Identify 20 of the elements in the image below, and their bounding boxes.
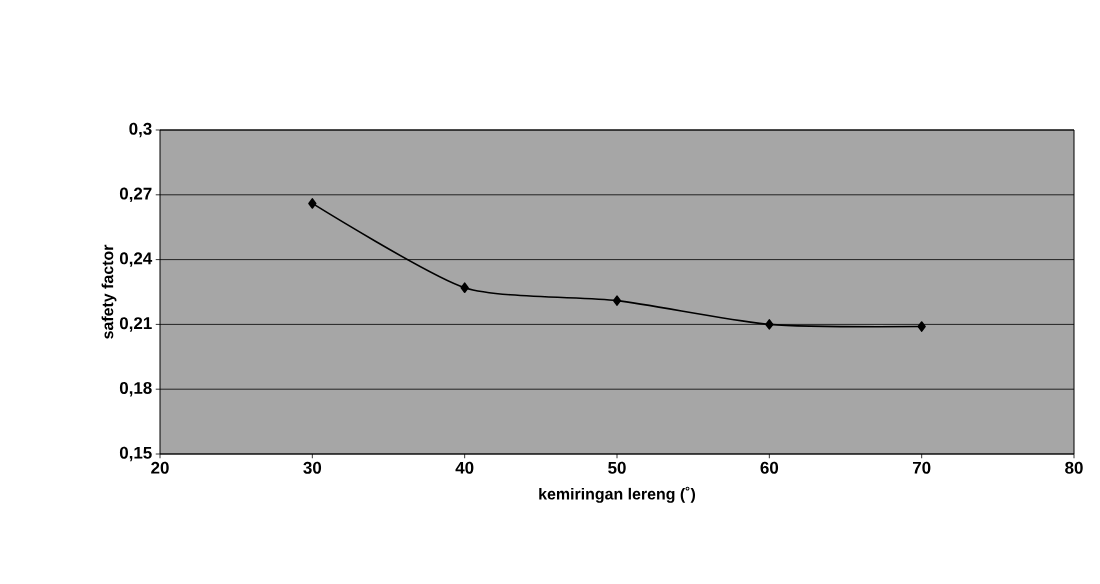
x-tick-label: 80 [1065, 461, 1083, 474]
y-tick-label: 0,15 [119, 446, 152, 462]
y-axis-title: safety factor [101, 244, 117, 339]
point [460, 282, 469, 293]
y-tick-label: 0,27 [119, 187, 152, 203]
y-tick-label: 0,3 [129, 122, 152, 138]
point [308, 198, 317, 209]
x-axis-title: kemiringan lereng (˚) [539, 486, 696, 503]
y-tick-label: 0,24 [119, 252, 153, 267]
x-tick-label: 70 [912, 461, 931, 474]
y-tick-label: 0,18 [119, 381, 152, 397]
x-tick-label: 50 [608, 461, 626, 474]
point [612, 295, 622, 306]
x-tick-label: 20 [151, 461, 169, 474]
y-tick-label: 0,21 [119, 317, 152, 332]
x-tick-label: 30 [303, 461, 322, 474]
x-tick-label: 60 [760, 461, 779, 474]
point [917, 321, 926, 332]
x-tick-label: 40 [455, 461, 474, 474]
point [765, 319, 774, 330]
